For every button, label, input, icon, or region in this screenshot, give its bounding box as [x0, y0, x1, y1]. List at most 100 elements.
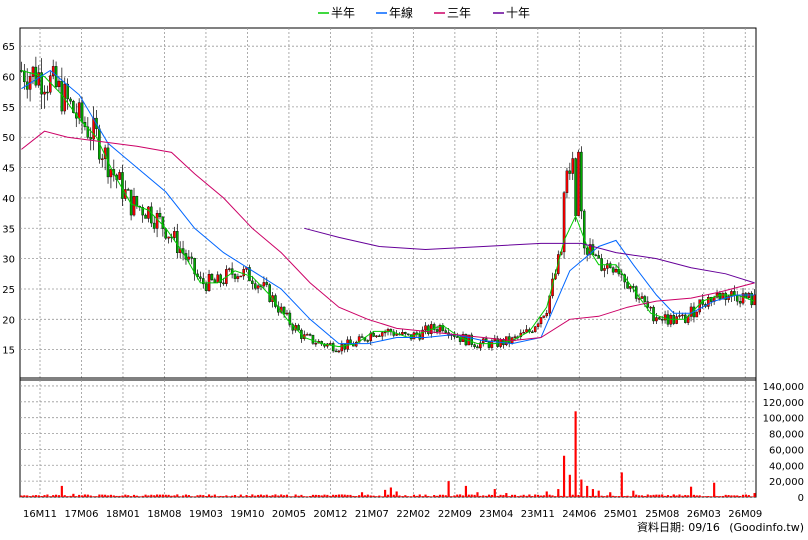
- volume-bar: [499, 494, 502, 497]
- volume-bar: [612, 495, 615, 497]
- volume-bar: [412, 494, 416, 497]
- legend-label-4: 十年: [506, 6, 530, 20]
- volume-bar: [704, 496, 707, 497]
- volume-bar: [285, 494, 289, 497]
- volume-bar: [176, 494, 179, 497]
- volume-bar: [444, 495, 447, 497]
- candle-body: [678, 315, 681, 317]
- candle-body: [126, 189, 130, 191]
- volume-bar: [106, 495, 110, 497]
- candle-body: [109, 169, 113, 178]
- volume-bar: [588, 496, 592, 497]
- volume-bar: [640, 495, 644, 497]
- volume-bar: [741, 494, 745, 497]
- volume-bar: [508, 496, 511, 497]
- volume-tick-label: 140,000: [763, 382, 804, 393]
- volume-bar: [600, 495, 603, 497]
- volume-bar: [112, 495, 115, 497]
- chart-legend: 半年 年線 三年 十年: [318, 5, 530, 20]
- candle-body: [66, 83, 69, 100]
- volume-bar: [710, 496, 713, 497]
- volume-bar: [519, 495, 522, 497]
- candle-body: [158, 213, 162, 218]
- volume-bar: [652, 494, 655, 497]
- volume-bar: [352, 495, 355, 497]
- volume-bar: [375, 496, 378, 497]
- volume-bar: [701, 496, 704, 497]
- candle-body: [366, 340, 370, 342]
- volume-bar: [277, 495, 280, 497]
- candle-body: [204, 283, 208, 292]
- candle-body: [100, 158, 104, 160]
- candle-body: [490, 340, 494, 348]
- volume-bar: [118, 495, 121, 497]
- volume-bar: [678, 494, 681, 497]
- volume-bar: [280, 494, 283, 497]
- candle-body: [282, 306, 286, 315]
- volume-bar: [323, 494, 326, 497]
- volume-bar: [591, 489, 595, 497]
- price-tick-label: 65: [2, 42, 15, 53]
- candle-body: [233, 274, 237, 279]
- price-tick-label: 45: [2, 164, 15, 175]
- candle-body: [476, 346, 479, 349]
- candle-body: [660, 318, 664, 321]
- volume-bar: [649, 495, 652, 497]
- price-plot-area: [19, 27, 757, 381]
- volume-bar: [580, 479, 583, 497]
- footer-source: (Goodinfo.tw): [729, 521, 804, 534]
- volume-bar: [306, 496, 309, 497]
- volume-bar: [381, 496, 384, 497]
- candle-body: [522, 332, 525, 334]
- candle-body: [256, 285, 260, 289]
- volume-bar: [750, 496, 753, 497]
- volume-bar: [672, 495, 675, 497]
- x-tick-label: 22M02: [396, 509, 430, 520]
- volume-bar: [525, 495, 528, 497]
- volume-bar: [231, 495, 234, 497]
- candle-body: [288, 312, 292, 325]
- volume-bar: [441, 494, 444, 497]
- volume-bar: [210, 495, 214, 497]
- x-tick-label: 20M12: [313, 509, 347, 520]
- x-tick-label: 25M08: [645, 509, 679, 520]
- volume-bar: [141, 495, 144, 497]
- x-tick-label: 24M06: [562, 509, 596, 520]
- volume-bar: [427, 495, 430, 497]
- volume-bar: [661, 494, 664, 497]
- volume-bar: [274, 494, 277, 497]
- candle-body: [568, 170, 572, 174]
- volume-bar: [713, 482, 716, 497]
- volume-bar: [334, 494, 338, 497]
- volume-bar: [407, 496, 410, 497]
- volume-bar: [753, 493, 756, 497]
- volume-bar: [72, 493, 75, 497]
- volume-bar: [37, 496, 40, 497]
- candle-body: [585, 247, 589, 255]
- volume-bar: [216, 496, 219, 497]
- candle-body: [401, 331, 404, 335]
- volume-bar: [202, 495, 205, 497]
- volume-bar: [689, 486, 693, 497]
- candle-body: [72, 100, 75, 113]
- candle-body: [444, 330, 448, 333]
- volume-bar: [366, 494, 369, 497]
- volume-bar: [124, 494, 127, 497]
- volume-bar: [329, 495, 332, 497]
- volume-bar: [513, 494, 517, 497]
- volume-bar: [297, 495, 300, 497]
- volume-bar: [617, 496, 620, 497]
- candle-body: [577, 151, 580, 216]
- volume-bar: [75, 496, 78, 497]
- candle-body: [597, 255, 600, 259]
- volume-bar: [389, 487, 392, 497]
- x-tick-label: 25M01: [604, 509, 638, 520]
- volume-bar: [20, 495, 23, 497]
- volume-bar: [358, 495, 361, 497]
- volume-bar: [715, 496, 719, 497]
- volume-bar: [586, 485, 589, 497]
- volume-bar: [542, 495, 545, 497]
- volume-bar: [343, 494, 346, 497]
- volume-bar: [565, 496, 569, 497]
- candle-body: [484, 338, 488, 342]
